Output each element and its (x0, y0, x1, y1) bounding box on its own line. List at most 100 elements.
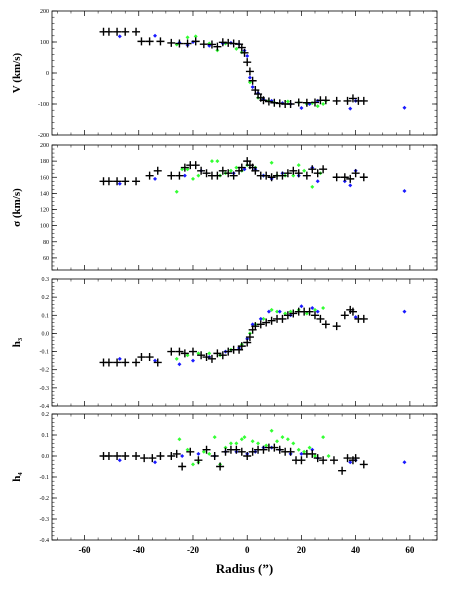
data-point-blue (180, 454, 185, 458)
data-point-blue (315, 179, 320, 184)
data-point-black (202, 169, 211, 178)
data-point-black (167, 171, 176, 180)
data-point-black (332, 322, 341, 331)
data-point-black (321, 96, 330, 105)
data-point-black (259, 96, 268, 105)
y-tick-label: -0.4 (40, 404, 50, 410)
data-point-black (207, 354, 216, 363)
data-point-blue (277, 309, 282, 314)
data-point-green (201, 449, 206, 454)
data-point-black (197, 351, 206, 360)
series-green (174, 159, 323, 194)
data-point-black (251, 86, 260, 95)
data-point-blue (315, 309, 320, 314)
y-tick-label: -0.4 (40, 538, 50, 544)
y-tick-label: 200 (40, 143, 49, 149)
y-tick-label: -100 (38, 102, 49, 108)
data-point-black (321, 320, 330, 329)
data-point-green (261, 316, 266, 321)
data-point-green (177, 437, 182, 442)
data-point-black (302, 171, 311, 180)
data-point-green (174, 356, 179, 361)
data-point-blue (250, 84, 255, 89)
data-point-blue (348, 460, 353, 465)
panel-h3: -0.4 -0.3 -0.2 -0.1 0.0 0.1 0.2 0.3 h₃ (11, 277, 438, 410)
data-point-black (121, 177, 130, 186)
data-point-black (202, 445, 211, 454)
data-point-green (321, 306, 326, 311)
data-point-black (343, 454, 352, 463)
data-point-blue (190, 358, 195, 363)
data-point-black (310, 311, 319, 320)
data-point-black (348, 94, 357, 103)
data-point-green (196, 351, 201, 356)
data-point-black (283, 311, 292, 320)
data-point-green (291, 441, 296, 446)
data-point-green (285, 99, 290, 104)
data-point-black (132, 452, 141, 460)
data-point-black (167, 38, 176, 47)
y-tick-label: 0.1 (42, 433, 50, 439)
data-point-black (218, 166, 227, 175)
y-tick-label: -200 (38, 133, 49, 139)
data-point-green (283, 311, 288, 316)
data-point-green (185, 447, 190, 452)
data-point-green (190, 176, 195, 181)
data-point-black (145, 353, 154, 362)
y-axis-label: h₄ (11, 472, 23, 482)
y-tick-label: 80 (43, 240, 49, 246)
data-point-black (359, 460, 368, 469)
data-point-black (338, 466, 347, 475)
data-point-black (278, 314, 287, 323)
data-point-black (340, 311, 349, 320)
data-point-green (269, 160, 274, 165)
data-point-black (188, 347, 197, 356)
data-point-black (191, 161, 200, 170)
y-axis-label: h₃ (11, 337, 23, 347)
y-axis-label: V (km/s) (11, 52, 23, 93)
data-point-black (232, 445, 241, 454)
data-point-black (156, 452, 165, 460)
data-point-black (175, 39, 184, 48)
y-tick-label: 160 (40, 175, 49, 181)
y-tick-label: -0.2 (40, 368, 50, 374)
y-tick-label: -0.1 (40, 475, 50, 481)
data-point-black (264, 97, 273, 106)
data-point-blue (182, 173, 187, 178)
y-tick-label: 60 (43, 256, 49, 262)
panel-frame (51, 413, 438, 541)
data-point-black (210, 452, 219, 460)
data-point-green (291, 173, 296, 178)
data-point-blue (117, 34, 122, 39)
data-point-blue (258, 316, 263, 321)
data-point-green (312, 454, 317, 458)
data-point-black (319, 456, 328, 465)
data-point-black (145, 37, 154, 46)
data-point-black (308, 449, 317, 458)
data-point-black (270, 443, 279, 452)
data-point-black (148, 454, 157, 463)
series-blue (117, 304, 407, 367)
y-tick-label: 0.0 (42, 454, 50, 460)
data-point-black (248, 447, 257, 456)
data-point-black (221, 447, 230, 456)
data-point-green (256, 441, 261, 446)
data-point-green (185, 35, 190, 40)
data-point-black (104, 27, 113, 36)
x-tick-label: 20 (297, 545, 307, 555)
data-point-black (113, 27, 122, 36)
data-point-green (207, 451, 212, 456)
data-point-black (313, 169, 322, 178)
data-point-blue (250, 322, 255, 327)
data-point-black (332, 96, 341, 105)
data-point-black (178, 462, 187, 471)
y-tick-label: 0.2 (42, 412, 50, 418)
data-point-black (237, 342, 246, 351)
data-point-black (319, 165, 328, 174)
data-point-black (237, 163, 246, 172)
data-point-blue (153, 176, 158, 181)
data-point-green (250, 439, 255, 444)
data-point-black (351, 169, 360, 178)
data-point-black (183, 39, 192, 48)
data-point-green (307, 445, 312, 450)
